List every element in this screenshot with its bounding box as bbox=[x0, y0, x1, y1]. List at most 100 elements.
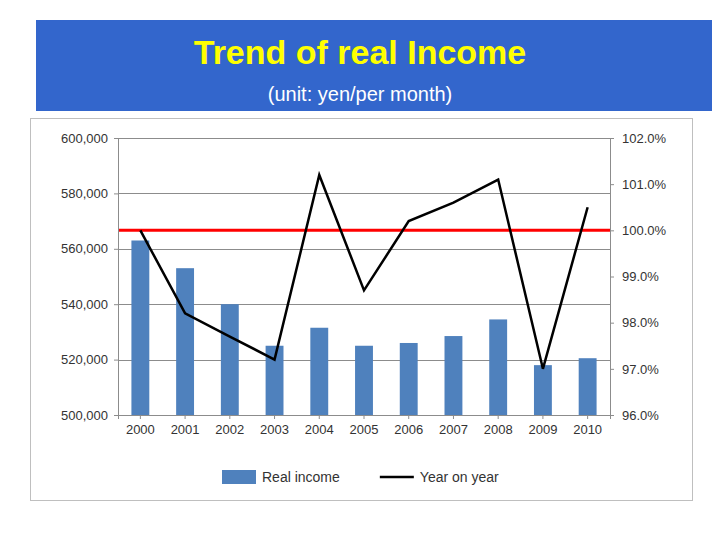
tick-label: 540,000 bbox=[61, 297, 108, 312]
legend: Real income Year on year bbox=[222, 469, 499, 485]
tick: 2003 bbox=[260, 415, 289, 437]
tick: 500,000 bbox=[61, 408, 118, 423]
tick-label: 2008 bbox=[484, 422, 513, 437]
line bbox=[140, 175, 587, 369]
tick: 96.0% bbox=[610, 408, 659, 423]
tick: 100.0% bbox=[610, 223, 667, 238]
tick-mark bbox=[274, 415, 275, 419]
tick-label: 2002 bbox=[215, 422, 244, 437]
tick-label: 2009 bbox=[528, 422, 557, 437]
tick: 102.0% bbox=[610, 131, 667, 146]
bar bbox=[131, 240, 149, 415]
tick-mark bbox=[114, 249, 118, 250]
bar bbox=[579, 358, 597, 415]
y-axis: 500,000520,000540,000560,000580,000600,0… bbox=[61, 131, 119, 423]
tick: 520,000 bbox=[61, 352, 118, 367]
chart-panel bbox=[31, 119, 693, 501]
bar bbox=[534, 365, 552, 415]
bar bbox=[400, 343, 418, 415]
tick-mark bbox=[498, 415, 499, 419]
legend-item: Year on year bbox=[380, 469, 499, 485]
tick-label: 2006 bbox=[394, 422, 423, 437]
tick-label: 2001 bbox=[171, 422, 200, 437]
tick-label: 520,000 bbox=[61, 352, 108, 367]
axis-line bbox=[119, 416, 611, 420]
tick-mark bbox=[229, 415, 230, 419]
bar bbox=[445, 336, 463, 415]
tick: 560,000 bbox=[61, 241, 118, 256]
tick-label: 99.0% bbox=[622, 269, 659, 284]
tick: 2002 bbox=[215, 415, 244, 437]
tick-label: 2004 bbox=[305, 422, 334, 437]
tick-mark bbox=[610, 277, 614, 278]
legend-label: Real income bbox=[262, 469, 340, 485]
tick-label: 500,000 bbox=[61, 408, 108, 423]
grid-line bbox=[118, 249, 610, 250]
grid-line bbox=[118, 193, 610, 194]
tick: 101.0% bbox=[610, 177, 667, 192]
tick: 2000 bbox=[126, 415, 155, 437]
tick: 2007 bbox=[439, 415, 468, 437]
legend-swatch bbox=[380, 476, 414, 479]
tick-label: 96.0% bbox=[622, 408, 659, 423]
tick-label: 2003 bbox=[260, 422, 289, 437]
bar bbox=[489, 319, 507, 415]
tick-label: 101.0% bbox=[622, 177, 667, 192]
grid bbox=[118, 139, 610, 416]
subtitle: (unit: yen/per month) bbox=[268, 83, 453, 105]
tick-label: 560,000 bbox=[61, 241, 108, 256]
tick-mark bbox=[610, 230, 614, 231]
tick-label: 97.0% bbox=[622, 361, 659, 376]
tick-label: 2005 bbox=[350, 422, 379, 437]
tick-mark bbox=[542, 415, 543, 419]
bar-series bbox=[131, 240, 596, 415]
grid-line bbox=[118, 138, 610, 139]
axis-line bbox=[114, 139, 119, 416]
tick-label: 2010 bbox=[573, 422, 602, 437]
tick-mark bbox=[408, 415, 409, 419]
tick-mark bbox=[114, 415, 118, 416]
x-axis: 2000 2001 2002 2003 2004 2005 2006 2007 2008 2009… bbox=[119, 415, 611, 437]
tick-mark bbox=[185, 415, 186, 419]
tick: 97.0% bbox=[610, 361, 659, 376]
bar bbox=[310, 328, 328, 415]
tick: 2008 bbox=[484, 415, 513, 437]
tick: 2010 bbox=[573, 415, 602, 437]
tick-mark bbox=[453, 415, 454, 419]
header-box bbox=[36, 20, 712, 111]
tick-label: 580,000 bbox=[61, 186, 108, 201]
axis-line bbox=[611, 139, 615, 416]
tick-mark bbox=[319, 415, 320, 419]
tick: 98.0% bbox=[610, 315, 659, 330]
tick-mark bbox=[140, 415, 141, 419]
tick-mark bbox=[587, 415, 588, 419]
tick-label: 2000 bbox=[126, 422, 155, 437]
reference-line bbox=[118, 229, 610, 232]
legend-item: Real income bbox=[222, 469, 340, 485]
legend-label: Year on year bbox=[420, 469, 499, 485]
tick-mark bbox=[610, 369, 614, 370]
tick-mark bbox=[610, 184, 614, 185]
tick: 2004 bbox=[305, 415, 334, 437]
tick-label: 102.0% bbox=[622, 131, 667, 146]
tick: 580,000 bbox=[61, 186, 118, 201]
plot-area bbox=[118, 175, 610, 415]
tick-label: 100.0% bbox=[622, 223, 667, 238]
tick-mark bbox=[364, 415, 365, 419]
tick-label: 98.0% bbox=[622, 315, 659, 330]
tick-mark bbox=[610, 138, 614, 139]
tick: 2009 bbox=[528, 415, 557, 437]
tick-mark bbox=[114, 138, 118, 139]
tick-mark bbox=[610, 323, 614, 324]
y2-axis: 96.0% 97.0% 98.0% 99.0% 100.0% 101.0% 102.0% bbox=[610, 131, 667, 423]
title: Trend of real Income bbox=[194, 33, 527, 71]
bar bbox=[221, 304, 239, 415]
bar bbox=[176, 268, 194, 415]
tick: 540,000 bbox=[61, 297, 118, 312]
bar bbox=[355, 346, 373, 415]
legend-swatch bbox=[222, 470, 256, 484]
tick-mark bbox=[114, 304, 118, 305]
tick: 2005 bbox=[350, 415, 379, 437]
tick: 99.0% bbox=[610, 269, 659, 284]
chart-root: Trend of real Income (unit: yen/per month… bbox=[0, 0, 720, 540]
